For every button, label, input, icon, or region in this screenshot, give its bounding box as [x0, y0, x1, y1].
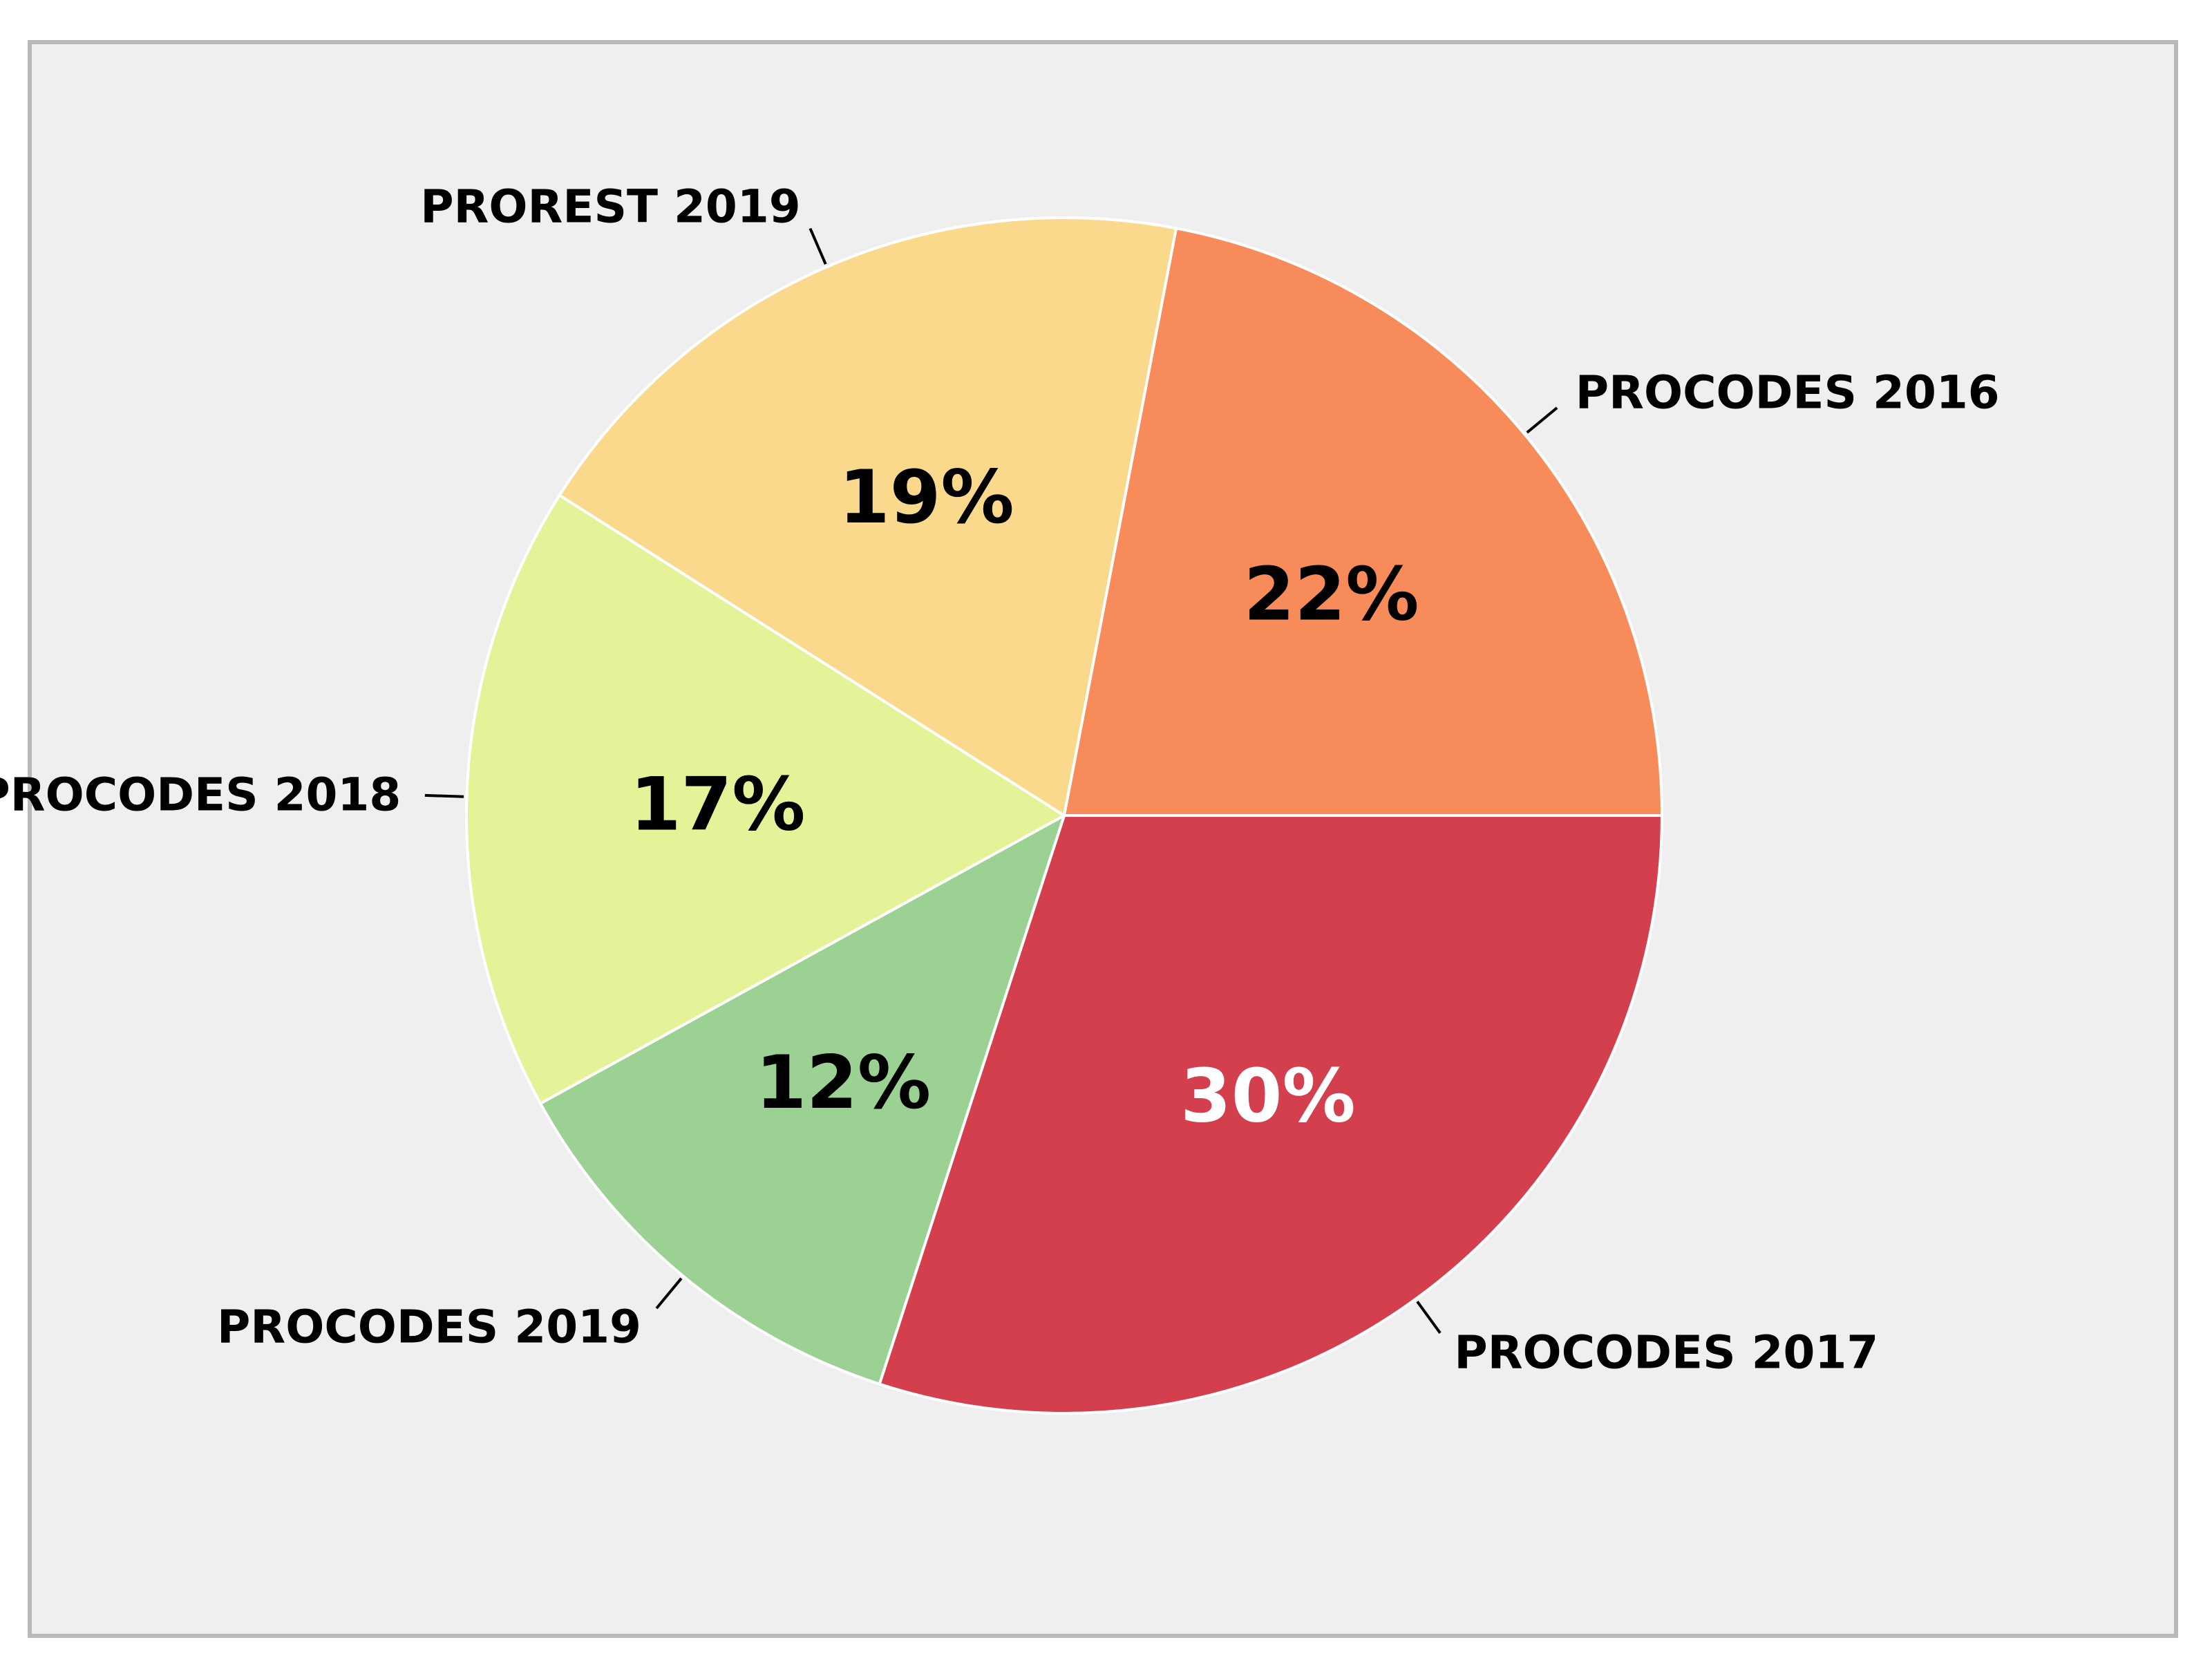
pie-slice-procodes-2017: [878, 814, 1664, 1415]
pie-category-label-procodes-2018: PROCODES 2018: [0, 768, 401, 821]
pie-category-label-prorest-2019: PROREST 2019: [420, 180, 800, 233]
pie-slice-procodes-2019: [538, 812, 1067, 1386]
pie-category-label-procodes-2017: PROCODES 2017: [1454, 1326, 1878, 1379]
pie-slice-procodes-2016: [1062, 226, 1664, 817]
pie-leader-procodes-2019: [655, 1277, 683, 1310]
pie-value-label-prorest-2019: 19%: [839, 455, 1014, 540]
pie-leader-procodes-2018: [424, 793, 464, 798]
pie-slice-prorest-2019: [557, 216, 1178, 818]
pie-category-label-procodes-2019: PROCODES 2019: [217, 1300, 641, 1353]
pie-labels: 30% PROCODES 2017 12% PROCODES 2019 17% PROCO…: [0, 180, 2000, 1379]
pie-value-label-procodes-2019: 12%: [755, 1040, 931, 1125]
pie-leader-prorest-2019: [809, 227, 827, 265]
pie-value-label-procodes-2017: 30%: [1180, 1053, 1356, 1138]
pie-leader-procodes-2016: [1526, 406, 1558, 434]
pie-value-label-procodes-2018: 17%: [630, 762, 806, 847]
pie-category-label-procodes-2016: PROCODES 2016: [1576, 366, 2000, 419]
pie-value-label-procodes-2016: 22%: [1244, 552, 1419, 637]
pie-slice-procodes-2018: [465, 493, 1067, 1106]
pie-leader-procodes-2017: [1416, 1301, 1441, 1334]
pie-slices: [465, 216, 1664, 1415]
